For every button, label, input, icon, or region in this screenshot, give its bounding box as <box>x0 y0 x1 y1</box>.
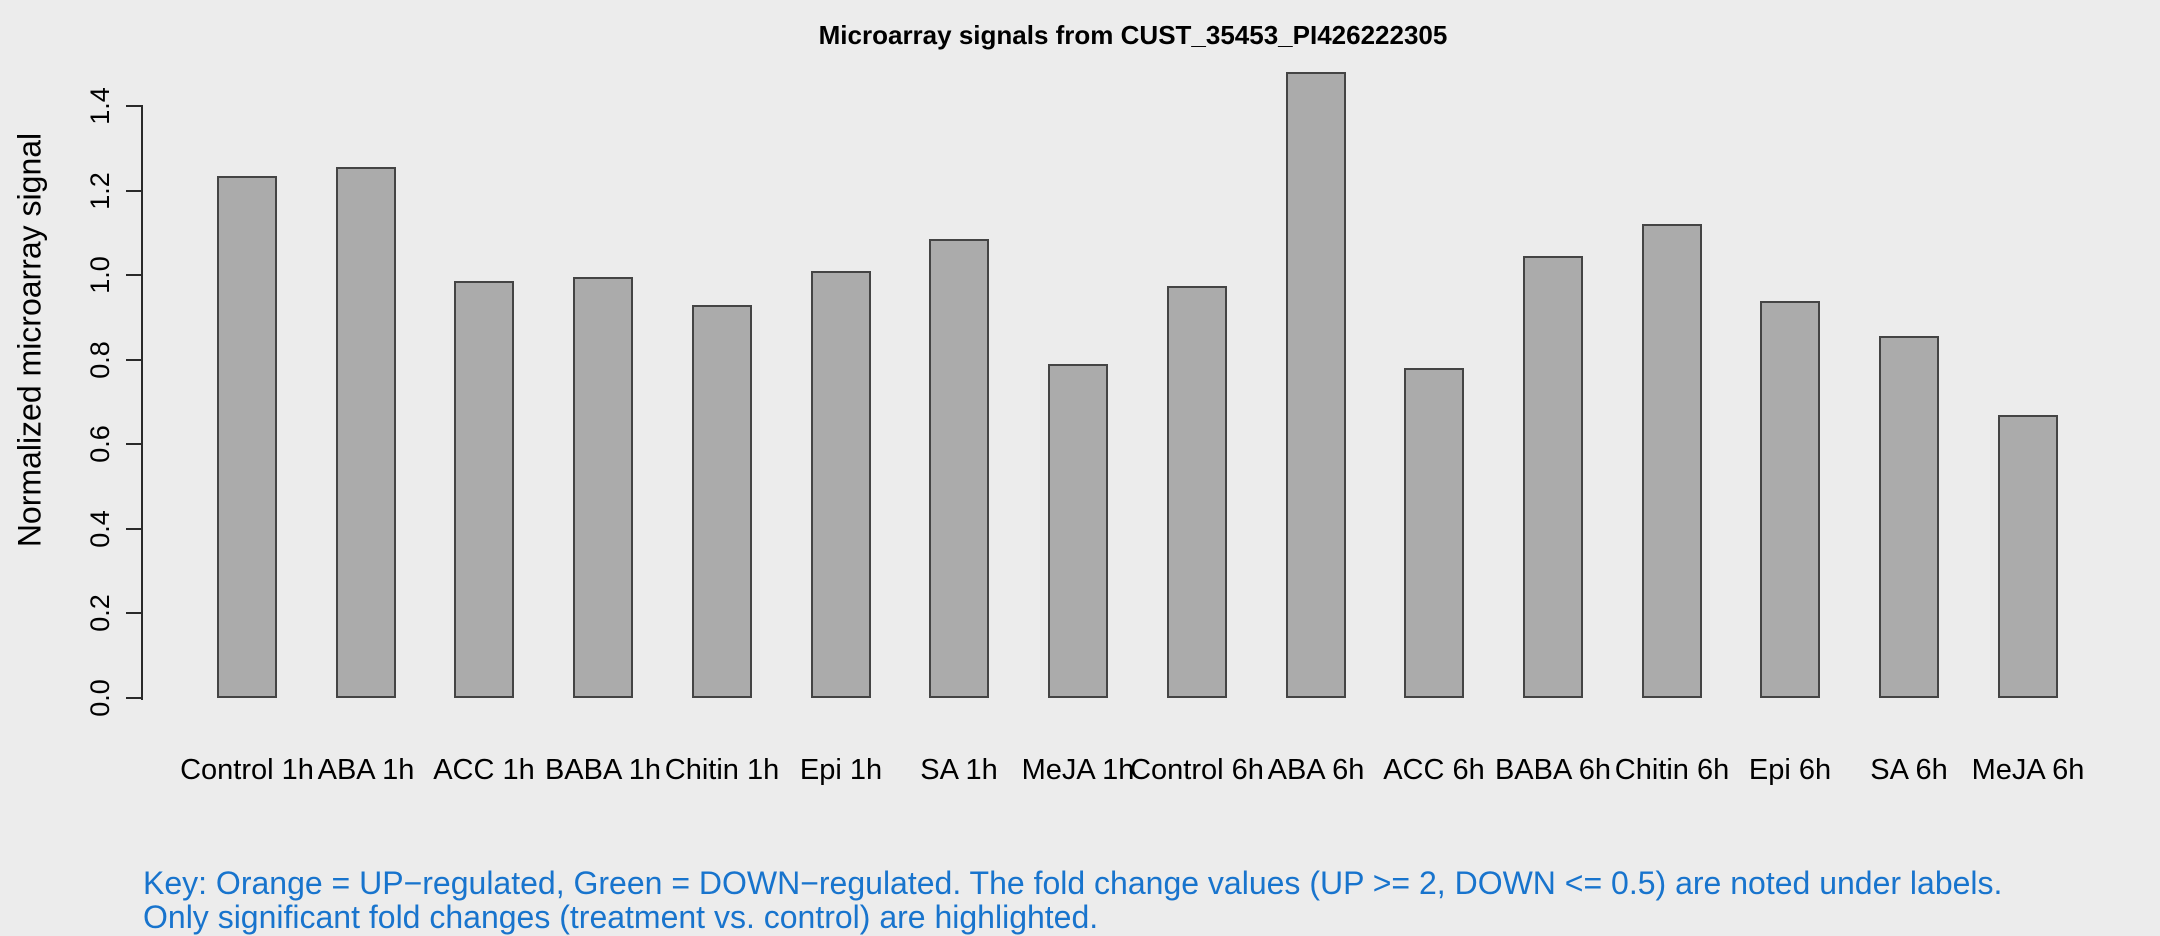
bar <box>1642 224 1702 698</box>
chart-title: Microarray signals from CUST_35453_PI426… <box>818 20 1448 50</box>
x-category-label: Chitin 6h <box>1614 754 1730 786</box>
y-axis-tick <box>126 274 142 277</box>
bar <box>692 305 752 698</box>
x-category-label: ABA 6h <box>1267 754 1365 786</box>
bar <box>1879 336 1939 698</box>
x-category-label: MeJA 6h <box>1971 754 2085 786</box>
x-category-label: Control 1h <box>180 754 314 786</box>
y-axis-line <box>141 105 143 700</box>
bar <box>1286 72 1346 698</box>
bar <box>1998 415 2058 698</box>
key-line-2: Only significant fold changes (treatment… <box>143 899 1099 935</box>
y-axis-tick <box>126 697 142 699</box>
bar <box>336 167 396 698</box>
key-line-1: Key: Orange = UP−regulated, Green = DOWN… <box>143 865 2003 901</box>
bar <box>811 271 871 698</box>
bar <box>1048 364 1108 698</box>
y-axis-tick-label: 1.4 <box>85 87 115 125</box>
y-axis-tick <box>126 612 142 615</box>
key-annotation: Key: Orange = UP−regulated, Green = DOWN… <box>143 866 2002 934</box>
x-category-label: BABA 6h <box>1494 754 1612 786</box>
bar <box>1404 368 1464 698</box>
x-category-label: Chitin 1h <box>664 754 780 786</box>
x-category-label: MeJA 1h <box>1021 754 1135 786</box>
bar <box>1167 286 1227 698</box>
x-category-label: Control 6h <box>1130 754 1264 786</box>
bar <box>929 239 989 698</box>
x-category-label: SA 1h <box>920 754 998 786</box>
x-category-label: Epi 6h <box>1748 754 1832 786</box>
y-axis-tick <box>126 443 142 446</box>
x-category-label: BABA 1h <box>544 754 662 786</box>
x-category-label: SA 6h <box>1870 754 1948 786</box>
y-axis-tick <box>126 105 142 107</box>
y-axis-tick <box>126 358 142 361</box>
x-category-label: ACC 6h <box>1383 754 1485 786</box>
x-category-label: ABA 1h <box>317 754 415 786</box>
bar <box>454 281 514 698</box>
y-axis-label: Normalized microarray signal <box>11 132 48 548</box>
y-axis-tick <box>126 189 142 192</box>
x-category-label: Epi 1h <box>799 754 883 786</box>
y-axis-tick <box>126 527 142 530</box>
x-category-label: ACC 1h <box>433 754 535 786</box>
bar <box>1760 301 1820 698</box>
bar <box>573 277 633 698</box>
bar <box>1523 256 1583 698</box>
bar <box>217 176 277 698</box>
